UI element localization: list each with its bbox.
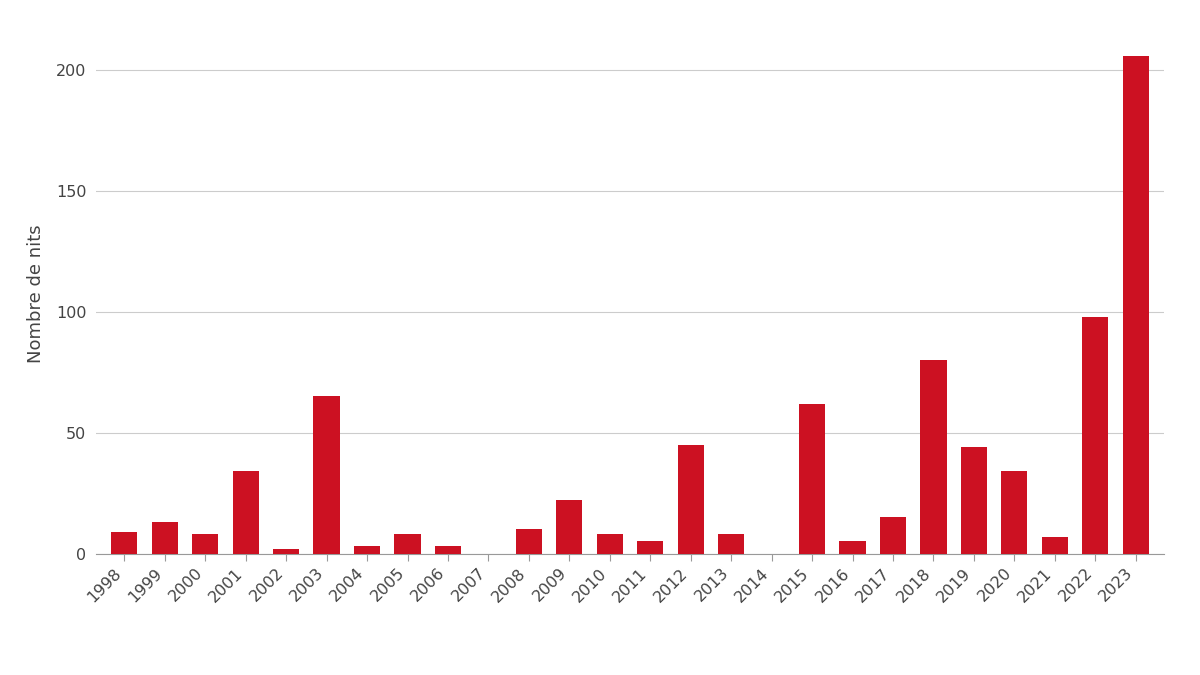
Bar <box>395 534 421 554</box>
Bar <box>354 546 380 554</box>
Bar <box>556 500 582 554</box>
Bar <box>1122 55 1148 554</box>
Bar <box>233 471 259 554</box>
Bar <box>637 541 664 554</box>
Bar <box>1001 471 1027 554</box>
Bar <box>961 447 988 554</box>
Bar <box>920 360 947 554</box>
Bar <box>1042 537 1068 553</box>
Bar <box>516 529 542 554</box>
Bar <box>151 522 178 553</box>
Bar <box>112 532 138 553</box>
Bar <box>1082 317 1109 554</box>
Bar <box>192 534 218 554</box>
Bar <box>272 549 299 554</box>
Bar <box>434 546 461 554</box>
Bar <box>678 445 704 554</box>
Bar <box>880 517 906 553</box>
Y-axis label: Nombre de nits: Nombre de nits <box>26 224 44 363</box>
Bar <box>839 541 865 554</box>
Bar <box>718 534 744 554</box>
Bar <box>596 534 623 554</box>
Bar <box>799 404 826 554</box>
Bar <box>313 396 340 554</box>
